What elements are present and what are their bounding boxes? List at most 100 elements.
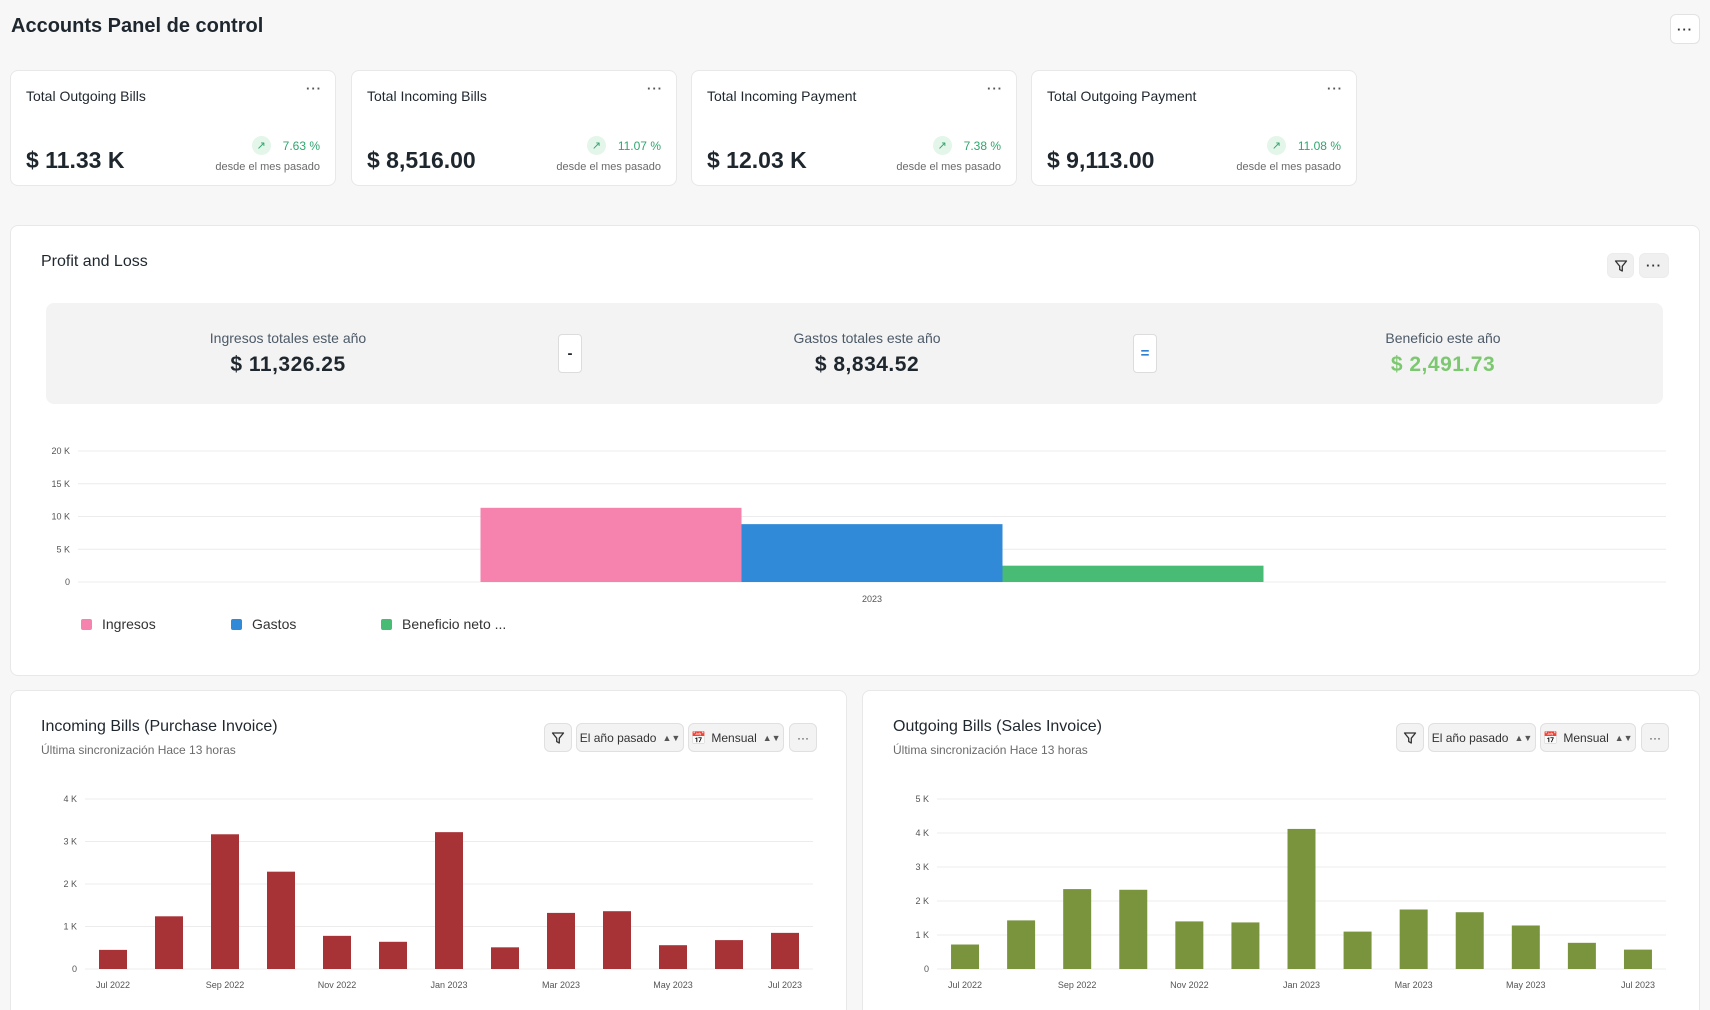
bar-jul-2022 <box>99 949 127 969</box>
bar-apr-2023 <box>1455 912 1484 969</box>
legend-label: Gastos <box>252 616 297 632</box>
profit-value: $ 2,491.73 <box>1390 353 1496 376</box>
legend-label: Beneficio neto ... <box>402 616 507 632</box>
expense-value: $ 8,834.52 <box>814 353 920 376</box>
profit-summary: Beneficio este año $ 2,491.73 <box>1283 330 1603 377</box>
equals-operator: = <box>1133 334 1157 373</box>
bar-jul-2023 <box>1623 949 1652 969</box>
card-label: Total Incoming Payment <box>707 88 857 104</box>
card-change: ↗ 7.63 % <box>251 136 320 155</box>
card-label: Total Outgoing Payment <box>1047 88 1197 104</box>
card-menu-button[interactable]: ··· <box>789 723 817 752</box>
expense-summary: Gastos totales este año $ 8,834.52 <box>707 330 1027 377</box>
period-value: El año pasado <box>579 730 657 745</box>
x-tick-label: Nov 2022 <box>318 980 357 990</box>
y-tick-label: 1 K <box>915 930 929 940</box>
interval-value: Mensual <box>1563 730 1609 745</box>
x-tick-label: Jul 2023 <box>1621 980 1655 990</box>
expense-label: Gastos totales este año <box>793 330 941 346</box>
bar-jan-2023 <box>1287 828 1316 969</box>
filter-button[interactable] <box>1607 253 1634 278</box>
bar-jun-2023 <box>715 940 743 969</box>
page-menu-button[interactable]: ··· <box>1670 14 1700 44</box>
income-label: Ingresos totales este año <box>209 330 367 346</box>
bar-mar-2023 <box>547 912 575 969</box>
legend-item-income[interactable]: Ingresos <box>81 616 231 632</box>
x-tick-label: May 2023 <box>653 980 693 990</box>
sort-caret-icon: ▲▼ <box>662 732 681 743</box>
interval-select[interactable]: 📅 Mensual ▲▼ <box>688 723 784 752</box>
card-menu-button[interactable]: ··· <box>1641 723 1669 752</box>
bar-gastos <box>741 524 1003 582</box>
x-tick-label: Sep 2022 <box>206 980 245 990</box>
sort-caret-icon: ▲▼ <box>1614 732 1633 743</box>
income-summary: Ingresos totales este año $ 11,326.25 <box>128 330 448 377</box>
x-tick-label: Jan 2023 <box>430 980 467 990</box>
x-tick-label: Mar 2023 <box>542 980 580 990</box>
card-label: Total Incoming Bills <box>367 88 487 104</box>
card-menu-button[interactable]: ··· <box>987 81 1003 96</box>
y-tick-label: 20 K <box>51 446 70 456</box>
bar-aug-2022 <box>155 916 183 969</box>
y-tick-label: 3 K <box>63 837 77 847</box>
y-tick-label: 0 <box>65 577 70 587</box>
legend-swatch <box>231 618 242 630</box>
page-title: Accounts Panel de control <box>11 15 264 37</box>
bar-jul-2022 <box>951 944 980 969</box>
legend-item-profit[interactable]: Beneficio neto ... <box>381 616 506 632</box>
number-card-outgoing-payment[interactable]: Total Outgoing Payment ··· $ 9,113.00 ↗ 1… <box>1031 70 1357 186</box>
filter-button[interactable] <box>1396 723 1424 752</box>
y-tick-label: 5 K <box>56 544 70 554</box>
bar-may-2023 <box>659 945 687 969</box>
bar-feb-2023 <box>1343 931 1372 969</box>
y-tick-label: 0 <box>72 964 77 974</box>
number-card-outgoing-bills[interactable]: Total Outgoing Bills ··· $ 11.33 K ↗ 7.63… <box>10 70 336 186</box>
y-tick-label: 4 K <box>915 828 929 838</box>
bar-oct-2022 <box>1119 889 1148 969</box>
outgoing-bills-card: Outgoing Bills (Sales Invoice) Última si… <box>862 690 1700 1010</box>
filter-icon <box>551 731 565 744</box>
card-menu-button[interactable]: ··· <box>306 81 322 96</box>
period-select[interactable]: El año pasado ▲▼ <box>1428 723 1536 752</box>
period-select[interactable]: El año pasado ▲▼ <box>576 723 684 752</box>
card-change: ↗ 11.07 % <box>586 136 661 155</box>
x-tick-label: Jul 2023 <box>768 980 802 990</box>
bar-feb-2023 <box>491 947 519 969</box>
card-value: $ 8,516.00 <box>367 147 476 173</box>
profit-loss-chart: 0 5 K 10 K 15 K 20 K 2023 <box>51 446 1666 604</box>
legend-item-expense[interactable]: Gastos <box>231 616 381 632</box>
number-card-incoming-payment[interactable]: Total Incoming Payment ··· $ 12.03 K ↗ 7.… <box>691 70 1017 186</box>
card-menu-button[interactable]: ··· <box>1327 81 1343 96</box>
card-title: Incoming Bills (Purchase Invoice) <box>41 718 278 735</box>
bar-mar-2023 <box>1399 909 1428 969</box>
bar-jul-2023 <box>771 932 799 969</box>
filter-button[interactable] <box>544 723 572 752</box>
sort-caret-icon: ▲▼ <box>762 732 781 743</box>
card-change: ↗ 7.38 % <box>932 136 1001 155</box>
card-menu-button[interactable]: ··· <box>1639 253 1669 278</box>
card-menu-button[interactable]: ··· <box>647 81 663 96</box>
number-card-incoming-bills[interactable]: Total Incoming Bills ··· $ 8,516.00 ↗ 11.… <box>351 70 677 186</box>
bar-jan-2023 <box>435 832 463 969</box>
sync-status: Última sincronización Hace 13 horas <box>41 743 236 757</box>
arrow-up-right-icon: ↗ <box>586 136 606 155</box>
bar-dec-2022 <box>379 941 407 969</box>
arrow-up-right-icon: ↗ <box>251 136 271 155</box>
bar-ingresos <box>480 507 742 582</box>
bar-may-2023 <box>1511 925 1540 969</box>
x-tick-label: Sep 2022 <box>1058 980 1097 990</box>
incoming-bills-card: Incoming Bills (Purchase Invoice) Última… <box>10 690 847 1010</box>
interval-select[interactable]: 📅 Mensual ▲▼ <box>1540 723 1636 752</box>
legend-swatch <box>81 618 92 630</box>
x-tick-label: Jul 2022 <box>948 980 982 990</box>
change-percent: 7.63 % <box>282 138 320 153</box>
calendar-icon: 📅 <box>1543 730 1559 745</box>
interval-value: Mensual <box>711 730 757 745</box>
sort-caret-icon: ▲▼ <box>1514 732 1533 743</box>
profit-loss-card: Profit and Loss ··· Ingresos totales est… <box>10 225 1700 676</box>
card-value: $ 11.33 K <box>26 147 125 173</box>
card-label: Total Outgoing Bills <box>26 88 146 104</box>
x-tick-label: Jan 2023 <box>1283 980 1320 990</box>
profit-label: Beneficio este año <box>1385 330 1501 346</box>
filter-icon <box>1614 259 1627 272</box>
